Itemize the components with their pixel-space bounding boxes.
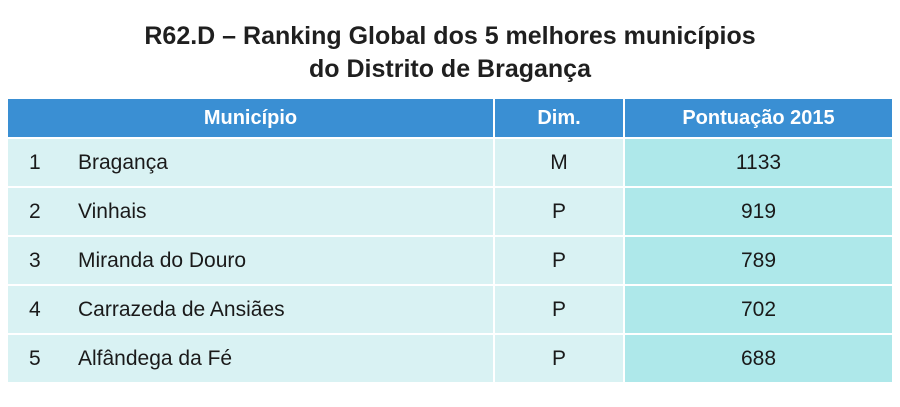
rank-cell: 1	[8, 139, 66, 186]
table-row: 5 Alfândega da Fé P 688	[8, 335, 892, 382]
header-municipio: Município	[203, 106, 298, 129]
table-row: 4 Carrazeda de Ansiães P 702	[8, 286, 892, 333]
score-cell: 789	[623, 237, 892, 284]
rank-cell: 4	[8, 286, 66, 333]
score-cell: 1133	[623, 139, 892, 186]
rank-cell: 5	[8, 335, 66, 382]
municipio-cell: Vinhais	[66, 188, 493, 235]
rank-cell: 2	[8, 188, 66, 235]
municipio-cell: Bragança	[66, 139, 493, 186]
ranking-table: Município Dim. Pontuação 2015 1 Bragança…	[8, 99, 892, 382]
title-line-2: do Distrito de Bragança	[309, 55, 591, 83]
municipio-cell: Miranda do Douro	[66, 237, 493, 284]
table-row: 3 Miranda do Douro P 789	[8, 237, 892, 284]
dim-cell: P	[493, 286, 623, 333]
dim-cell: P	[493, 335, 623, 382]
score-cell: 919	[623, 188, 892, 235]
table-header: Município Dim. Pontuação 2015	[8, 99, 892, 137]
header-pontuacao: Pontuação 2015	[623, 99, 892, 137]
score-cell: 688	[623, 335, 892, 382]
table-title: R62.D – Ranking Global dos 5 melhores mu…	[0, 20, 900, 86]
header-dim: Dim.	[493, 99, 623, 137]
dim-cell: P	[493, 188, 623, 235]
municipio-cell: Carrazeda de Ansiães	[66, 286, 493, 333]
title-line-1: R62.D – Ranking Global dos 5 melhores mu…	[144, 22, 756, 50]
table-row: 2 Vinhais P 919	[8, 188, 892, 235]
dim-cell: M	[493, 139, 623, 186]
municipio-cell: Alfândega da Fé	[66, 335, 493, 382]
dim-cell: P	[493, 237, 623, 284]
score-cell: 702	[623, 286, 892, 333]
table-row: 1 Bragança M 1133	[8, 139, 892, 186]
rank-cell: 3	[8, 237, 66, 284]
